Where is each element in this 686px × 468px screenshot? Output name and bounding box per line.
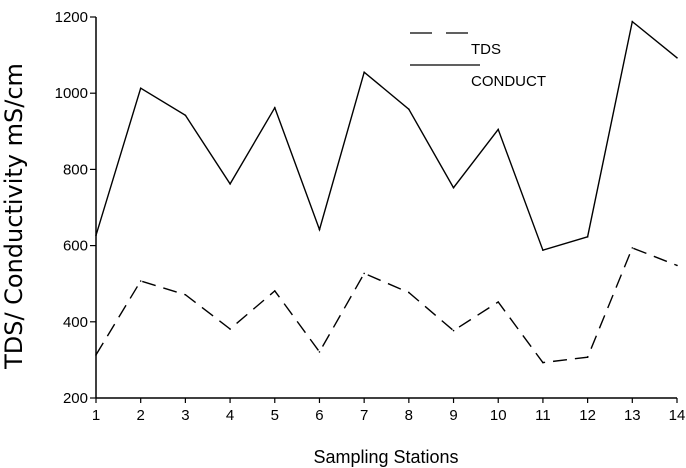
data-point-conduct	[542, 249, 544, 251]
data-point-conduct	[318, 228, 321, 231]
x-tick-label: 9	[449, 407, 457, 424]
x-tick-label: 6	[315, 407, 323, 424]
x-tick-label: 4	[226, 407, 234, 424]
series-line-tds	[95, 246, 678, 364]
legend-label-conduct: CONDUCT	[471, 73, 546, 90]
series-line-conduct	[95, 20, 678, 252]
data-point-conduct	[631, 20, 634, 23]
x-tick-label: 5	[271, 407, 279, 424]
data-point-tds	[631, 247, 634, 249]
y-tick-label: 200	[63, 390, 88, 407]
x-axis-ticks: 1 2 3 4 5 6 7 8 9 10 11 12 13 14	[92, 398, 686, 424]
legend-label-tds: TDS	[471, 41, 501, 58]
data-point-tds	[497, 301, 500, 303]
data-point-tds	[184, 293, 187, 296]
x-tick-label: 3	[181, 407, 189, 424]
data-point-tds	[452, 329, 455, 332]
y-axis-ticks: 200 400 600 800 1000 1200	[55, 9, 96, 407]
data-point-tds	[318, 351, 321, 353]
x-tick-label: 10	[490, 407, 507, 424]
data-point-conduct	[229, 183, 231, 185]
y-tick-label: 600	[63, 238, 88, 255]
x-tick-label: 8	[405, 407, 413, 424]
data-point-tds	[229, 328, 231, 330]
data-point-conduct	[139, 87, 142, 90]
data-point-conduct	[273, 106, 276, 109]
data-point-conduct	[184, 114, 187, 117]
x-tick-label: 11	[535, 407, 551, 424]
y-tick-label: 800	[63, 161, 88, 178]
x-axis-label: Sampling Stations	[313, 447, 459, 467]
x-tick-label: 12	[579, 407, 596, 424]
data-point-conduct	[497, 128, 500, 131]
x-tick-label: 2	[137, 407, 145, 424]
x-tick-label: 1	[92, 407, 100, 424]
data-point-tds	[586, 356, 589, 359]
data-point-conduct	[586, 236, 589, 238]
data-point-tds	[676, 264, 678, 267]
x-tick-label: 13	[624, 407, 641, 424]
y-tick-label: 1000	[55, 85, 88, 102]
legend: TDS CONDUCT	[410, 32, 546, 90]
x-tick-label: 14	[669, 407, 686, 424]
data-point-conduct	[363, 71, 365, 74]
y-axis-label: TDS/ Conductivity mS/cm	[0, 63, 28, 369]
data-point-tds	[408, 291, 410, 294]
data-point-conduct	[676, 56, 678, 59]
y-tick-label: 400	[63, 314, 88, 331]
x-tick-label: 7	[360, 407, 368, 424]
data-point-tds	[542, 361, 544, 364]
y-tick-label: 1200	[55, 9, 88, 26]
data-point-conduct	[408, 108, 410, 111]
data-point-tds	[273, 290, 276, 292]
series-lines	[95, 20, 678, 364]
data-point-conduct	[452, 186, 455, 189]
data-point-tds	[363, 272, 365, 275]
data-point-tds	[139, 280, 142, 282]
